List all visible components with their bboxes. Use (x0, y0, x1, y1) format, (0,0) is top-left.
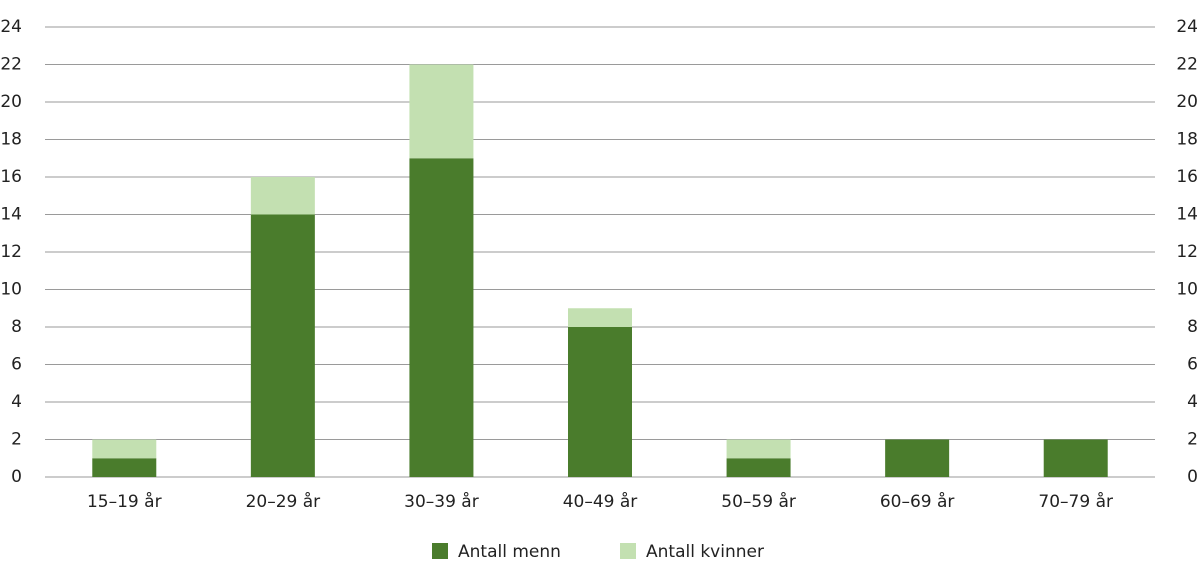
y2-tick-label: 0 (1187, 467, 1198, 487)
bar-segment (726, 458, 791, 477)
legend-label: Antall menn (458, 542, 561, 562)
bar-segment (568, 327, 632, 477)
bar-segment (92, 439, 157, 459)
bar-segment (250, 177, 315, 215)
x-tick-label: 15–19 år (87, 491, 162, 512)
y2-tick-label: 2 (1187, 430, 1198, 450)
bar-segment (568, 308, 632, 327)
y2-tick-label: 8 (1187, 317, 1198, 337)
bar-segment (726, 439, 791, 459)
x-tick-label: 70–79 år (1038, 491, 1113, 512)
y2-tick-label: 14 (1176, 205, 1198, 225)
bar-segment (250, 214, 315, 477)
x-tick-label: 60–69 år (880, 491, 955, 512)
y-tick-label: 18 (0, 130, 22, 150)
y2-tick-label: 6 (1187, 355, 1198, 375)
y-tick-label: 6 (11, 355, 22, 375)
bar-segment (1043, 439, 1108, 477)
y-tick-label: 22 (0, 55, 22, 75)
y-tick-label: 16 (0, 167, 22, 187)
legend-label: Antall kvinner (646, 542, 764, 562)
y-tick-label: 10 (0, 280, 22, 300)
y2-tick-label: 22 (1176, 55, 1198, 75)
x-tick-label: 50–59 år (721, 491, 796, 512)
x-tick-label: 20–29 år (246, 491, 321, 512)
y-tick-label: 24 (0, 17, 22, 37)
y-tick-label: 0 (11, 467, 22, 487)
y2-tick-label: 20 (1176, 92, 1198, 112)
y-tick-label: 12 (0, 242, 22, 262)
y-tick-label: 2 (11, 430, 22, 450)
y-tick-label: 4 (11, 392, 22, 412)
legend-swatch (620, 543, 636, 559)
y2-tick-label: 16 (1176, 167, 1198, 187)
bar-segment (92, 458, 157, 477)
y2-tick-label: 4 (1187, 392, 1198, 412)
y2-tick-label: 12 (1176, 242, 1198, 262)
y-tick-label: 8 (11, 317, 22, 337)
bar-segment (409, 158, 474, 477)
bar-segment (409, 64, 474, 159)
y-tick-label: 20 (0, 92, 22, 112)
x-tick-label: 30–39 år (404, 491, 479, 512)
legend-swatch (432, 543, 448, 559)
bar-segment (885, 439, 950, 477)
y2-tick-label: 18 (1176, 130, 1198, 150)
y2-tick-label: 24 (1176, 17, 1198, 37)
x-tick-label: 40–49 år (563, 491, 638, 512)
y2-tick-label: 10 (1176, 280, 1198, 300)
y-tick-label: 14 (0, 205, 22, 225)
